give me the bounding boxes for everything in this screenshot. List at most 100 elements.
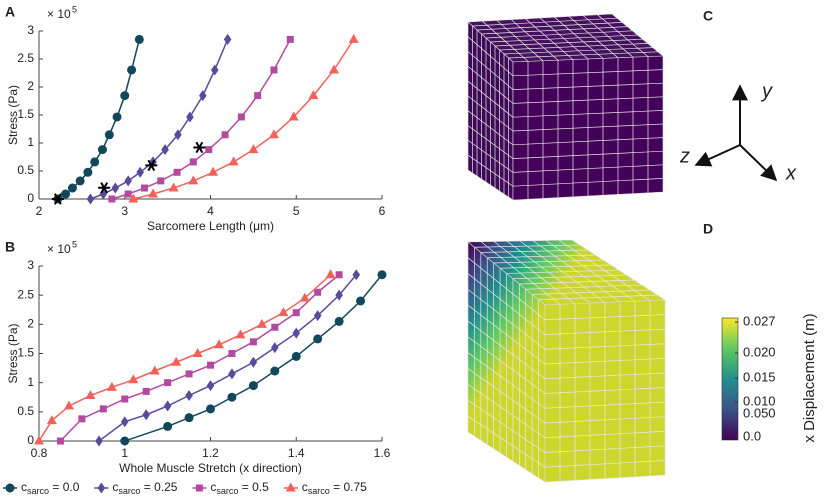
marker	[149, 365, 160, 375]
mesh-line	[467, 289, 546, 350]
legend-marker	[285, 482, 296, 492]
mesh-line	[467, 400, 546, 453]
mesh-line	[512, 137, 664, 146]
mesh-line	[487, 254, 596, 259]
panel-label: B	[5, 239, 15, 255]
y-tick-label: 2.5	[17, 51, 34, 65]
mesh-line	[503, 47, 653, 55]
mesh-line	[467, 415, 546, 468]
y-tick-label: 3	[27, 23, 34, 37]
mesh-line	[512, 150, 664, 159]
marker	[270, 366, 280, 376]
marker	[185, 390, 193, 401]
mesh-line	[544, 328, 666, 335]
y-tick-label: 3	[27, 258, 34, 272]
marker	[168, 182, 179, 192]
mesh-line	[485, 30, 633, 39]
marker	[95, 435, 103, 447]
legend-marker	[195, 484, 203, 492]
mesh-line	[512, 164, 664, 173]
marker	[352, 269, 361, 281]
marker	[111, 182, 120, 194]
mesh-line	[544, 343, 666, 350]
marker	[104, 130, 114, 140]
marker	[313, 334, 323, 344]
marker	[142, 387, 150, 395]
y-tick-label: 1.5	[17, 346, 34, 360]
marker	[164, 379, 172, 387]
y-tick-label: 1	[27, 375, 34, 389]
marker	[207, 361, 214, 369]
marker	[335, 289, 343, 301]
marker	[237, 113, 245, 121]
marker	[108, 195, 116, 203]
axis-name: x	[785, 162, 797, 184]
marker	[270, 66, 278, 74]
x-tick-label: 1	[121, 446, 128, 460]
legend-label: csarco = 0.5	[210, 480, 269, 496]
marker	[377, 270, 387, 280]
axes-triad: y x z	[679, 80, 797, 184]
colorbar-tick-label: 0.015	[743, 369, 776, 384]
panel-label: D	[703, 221, 713, 237]
mesh-line	[476, 22, 623, 31]
colorbar-tick-label: 0.050	[743, 405, 776, 420]
colorbar-tick-label: 0.010	[743, 393, 776, 408]
mesh-line	[512, 82, 664, 90]
marker	[248, 381, 258, 391]
mesh-line	[512, 110, 664, 118]
mesh-line	[500, 264, 611, 269]
y-scale-exponent: 5	[72, 4, 77, 14]
marker	[291, 351, 301, 361]
mesh-line	[490, 34, 638, 43]
mesh-line	[467, 273, 546, 335]
marker	[356, 296, 366, 306]
marker	[334, 316, 344, 326]
colorbar-tick-label: 0.027	[743, 313, 776, 328]
panel-label: A	[5, 4, 15, 20]
marker	[205, 146, 213, 154]
mesh-line	[506, 269, 619, 274]
marker	[120, 416, 129, 428]
marker	[97, 145, 107, 155]
marker	[271, 342, 279, 354]
mesh-line	[480, 249, 588, 253]
marker	[134, 34, 144, 44]
x-tick-label: 4	[207, 204, 214, 218]
mesh-line	[544, 357, 666, 365]
mesh-line	[467, 36, 514, 77]
marker	[83, 167, 93, 177]
marker	[235, 329, 246, 339]
marker	[127, 65, 137, 75]
marker	[192, 348, 203, 357]
y-axis-label: Stress (Pa)	[6, 85, 20, 145]
marker	[223, 33, 232, 45]
marker	[174, 129, 182, 141]
marker	[208, 166, 219, 176]
mesh-line	[493, 259, 604, 264]
marker	[210, 64, 219, 76]
marker	[189, 158, 197, 166]
marker	[214, 339, 225, 349]
y-tick-label: 0	[27, 191, 34, 205]
mesh-line	[544, 460, 666, 468]
mesh-line	[467, 305, 546, 365]
asterisk	[193, 141, 206, 154]
marker	[221, 131, 229, 139]
x-tick-label: 0.8	[31, 446, 48, 460]
marker	[61, 189, 71, 199]
arrow	[694, 144, 741, 167]
marker	[186, 111, 194, 123]
mesh-line	[544, 416, 666, 424]
y-tick-label: 1.5	[17, 107, 34, 121]
mesh-line	[467, 140, 514, 173]
mesh-line	[467, 66, 514, 104]
mesh-line	[544, 314, 666, 321]
marker	[198, 90, 207, 102]
marker	[34, 435, 44, 445]
marker	[314, 288, 322, 296]
marker	[67, 183, 77, 193]
x-tick-label: 1.2	[202, 446, 219, 460]
legend-label: csarco = 0.0	[21, 480, 80, 496]
mesh-line	[544, 445, 666, 453]
